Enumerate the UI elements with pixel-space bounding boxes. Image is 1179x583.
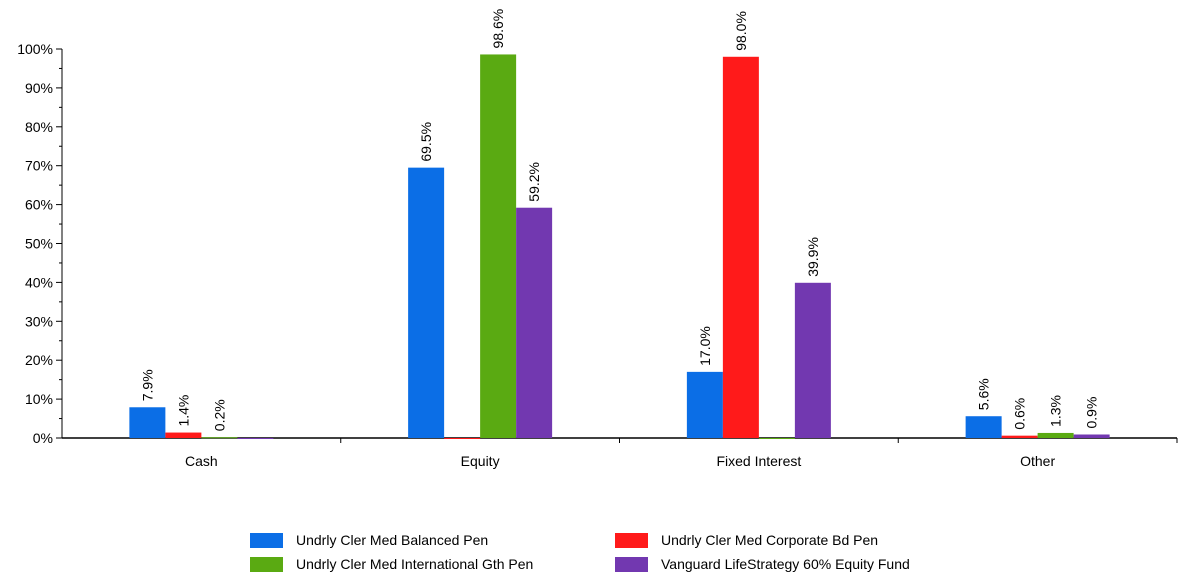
bar [444, 438, 481, 439]
bar [129, 407, 166, 438]
legend-label: Undrly Cler Med International Gth Pen [296, 556, 534, 572]
bar-chart: 0% 10% 20% 30% 40% 50% 60% 70% 80% 90% 100% 7.9% 1.4… [17, 9, 1178, 469]
data-label: 98.0% [733, 11, 749, 51]
y-tick-label: 90% [25, 80, 53, 96]
y-tick-label: 40% [25, 274, 53, 290]
data-label: 1.4% [175, 395, 191, 427]
legend-swatch [615, 556, 648, 572]
x-tick-label: Cash [185, 453, 218, 469]
bar [237, 438, 274, 439]
y-tick-label: 60% [25, 197, 53, 213]
x-tick-label: Fixed Interest [716, 453, 801, 469]
bar [165, 432, 202, 438]
legend-swatch [250, 556, 283, 572]
legend-label: Undrly Cler Med Balanced Pen [296, 532, 489, 548]
y-tick-label: 30% [25, 313, 53, 329]
data-label: 0.9% [1084, 397, 1100, 429]
bar [722, 56, 759, 438]
data-label: 7.9% [139, 369, 155, 401]
data-label: 0.2% [211, 399, 227, 431]
data-label: 59.2% [526, 162, 542, 202]
data-label: 5.6% [976, 378, 992, 410]
chart-legend: Undrly Cler Med Balanced Pen Undrly Cler … [250, 532, 1010, 572]
data-label: 39.9% [805, 237, 821, 277]
y-tick-label: 70% [25, 158, 53, 174]
legend-swatch [250, 532, 283, 548]
data-label: 1.3% [1048, 395, 1064, 427]
x-tick-label: Other [1020, 453, 1055, 469]
legend-item: Vanguard LifeStrategy 60% Equity Fund [615, 556, 980, 572]
legend-item: Undrly Cler Med Corporate Bd Pen [615, 532, 980, 548]
y-tick-label: 20% [25, 352, 53, 368]
y-tick-label: 100% [17, 41, 53, 57]
bar [758, 438, 795, 439]
data-label: 69.5% [418, 122, 434, 162]
bar [408, 167, 445, 438]
x-tick-label: Equity [461, 453, 500, 469]
legend-label: Undrly Cler Med Corporate Bd Pen [661, 532, 879, 548]
bar [1037, 432, 1074, 438]
bar [686, 371, 723, 438]
bar [1073, 434, 1110, 438]
data-label: 17.0% [697, 326, 713, 366]
bar [516, 207, 553, 438]
bar [794, 282, 831, 438]
y-tick-label: 0% [33, 430, 53, 446]
y-tick-label: 80% [25, 119, 53, 135]
y-tick-label: 10% [25, 391, 53, 407]
data-label: 0.6% [1012, 398, 1028, 430]
y-tick-label: 50% [25, 236, 53, 252]
legend-item: Undrly Cler Med International Gth Pen [250, 556, 615, 572]
bar [201, 437, 238, 439]
legend-label: Vanguard LifeStrategy 60% Equity Fund [661, 556, 910, 572]
data-label: 98.6% [490, 9, 506, 49]
bar [965, 416, 1002, 438]
legend-swatch [615, 532, 648, 548]
bar [1001, 435, 1038, 438]
bar [480, 54, 517, 439]
legend-item: Undrly Cler Med Balanced Pen [250, 532, 615, 548]
